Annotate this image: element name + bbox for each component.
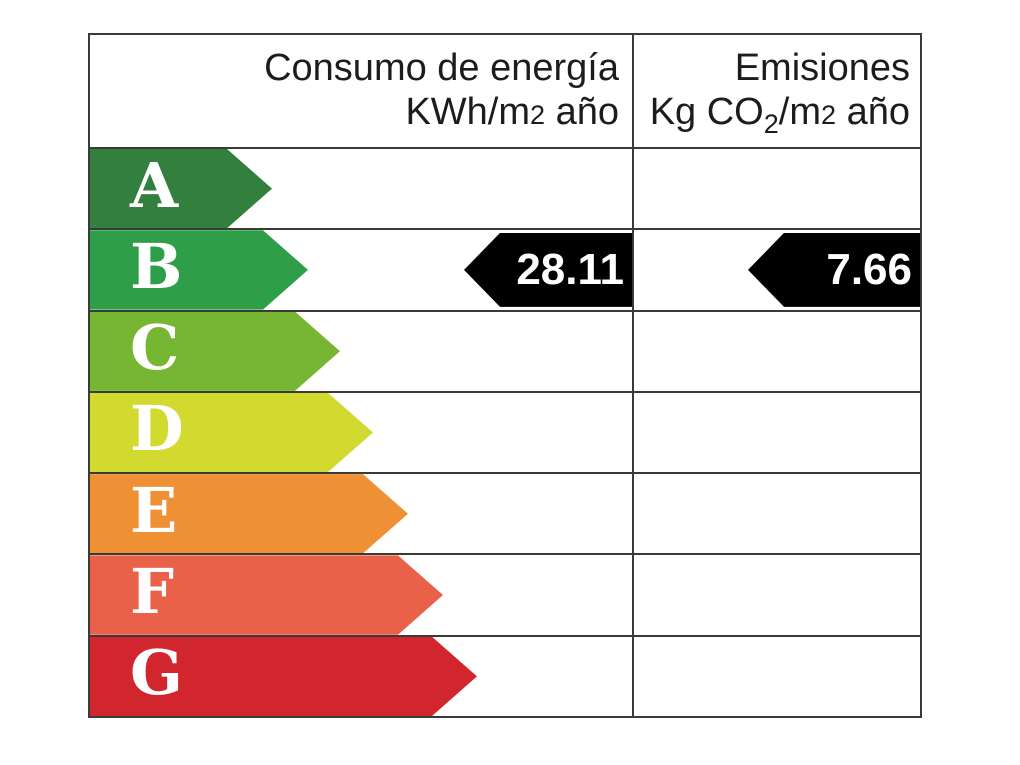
rating-arrow-f: F bbox=[90, 555, 443, 634]
rating-letter-c: C bbox=[130, 311, 180, 385]
emissions-header-unit: Kg CO2/m2 año bbox=[649, 91, 910, 139]
emissions-value: 7.66 bbox=[826, 244, 912, 294]
energy-certificate-table: Consumo de energía KWh/m2 año Emisiones … bbox=[88, 33, 922, 718]
emissions-cell-c bbox=[632, 311, 920, 391]
energy-cell-a: A bbox=[90, 149, 632, 228]
emissions-cell-f bbox=[632, 555, 920, 635]
energy-cell-f: F bbox=[90, 555, 632, 634]
rating-arrow-c: C bbox=[90, 312, 340, 391]
rating-row-e: E bbox=[90, 472, 920, 554]
emissions-value-marker: 7.66 bbox=[748, 232, 920, 307]
rating-row-b: B 28.11 7.66 bbox=[90, 228, 920, 310]
rating-row-c: C bbox=[90, 309, 920, 391]
rating-arrow-b: B bbox=[90, 230, 308, 309]
energy-cell-c: C bbox=[90, 312, 632, 391]
energy-cell-g: G bbox=[90, 637, 632, 716]
rating-arrow-g: G bbox=[90, 637, 477, 716]
energy-cell-e: E bbox=[90, 474, 632, 553]
emissions-cell-b: 7.66 bbox=[632, 230, 920, 310]
rating-row-g: G bbox=[90, 634, 920, 716]
rating-arrow-e: E bbox=[90, 474, 408, 553]
rating-arrow-a: A bbox=[90, 149, 272, 228]
rating-row-a: A bbox=[90, 149, 920, 229]
emissions-header-title: Emisiones bbox=[734, 47, 910, 89]
rating-row-f: F bbox=[90, 553, 920, 635]
emissions-unit-subscript: 2 bbox=[763, 109, 779, 139]
energy-unit-exponent: 2 bbox=[530, 100, 546, 130]
table-header: Consumo de energía KWh/m2 año Emisiones … bbox=[90, 35, 920, 149]
energy-cell-b: B 28.11 bbox=[90, 230, 632, 309]
emissions-unit-exponent: 2 bbox=[821, 100, 837, 130]
rating-arrow-d: D bbox=[90, 393, 373, 472]
energy-header-title: Consumo de energía bbox=[264, 47, 619, 89]
rating-letter-b: B bbox=[130, 229, 183, 303]
rating-row-d: D bbox=[90, 390, 920, 473]
emissions-cell-e bbox=[632, 474, 920, 554]
rating-letter-d: D bbox=[130, 392, 184, 466]
emissions-cell-g bbox=[632, 636, 920, 716]
rating-rows: A B 28.11 7.66 C bbox=[90, 149, 920, 716]
rating-letter-e: E bbox=[130, 473, 178, 547]
emissions-cell-a bbox=[632, 149, 920, 229]
emissions-cell-d bbox=[632, 392, 920, 473]
emissions-column-header: Emisiones Kg CO2/m2 año bbox=[632, 35, 920, 147]
energy-cell-d: D bbox=[90, 393, 632, 472]
energy-header-unit: KWh/m2 año bbox=[405, 91, 619, 133]
energy-value: 28.11 bbox=[516, 244, 624, 294]
rating-letter-g: G bbox=[130, 636, 183, 710]
rating-letter-a: A bbox=[130, 148, 179, 222]
energy-value-marker: 28.11 bbox=[464, 232, 632, 307]
energy-column-header: Consumo de energía KWh/m2 año bbox=[90, 35, 632, 147]
rating-letter-f: F bbox=[130, 555, 175, 629]
